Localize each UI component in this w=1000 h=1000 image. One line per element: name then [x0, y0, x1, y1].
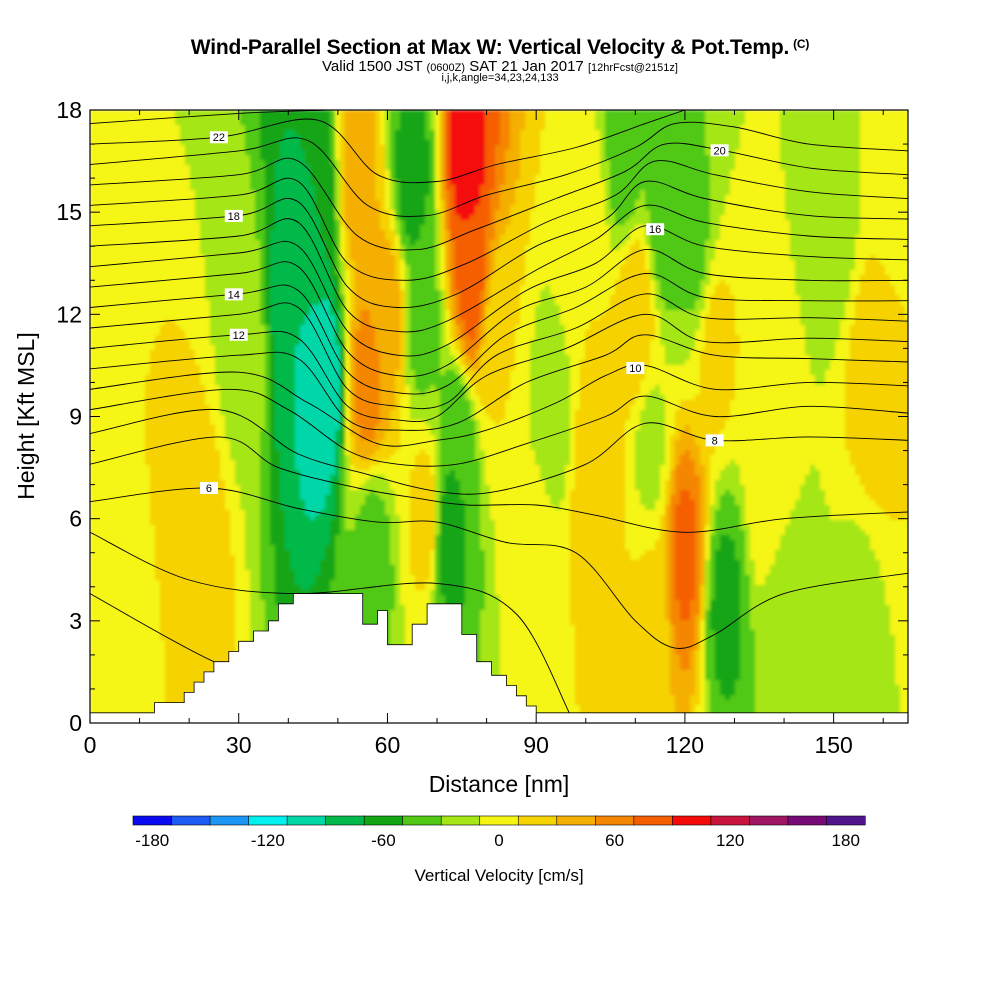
theta-label-10: 10: [626, 362, 644, 375]
colorbar-tick--60: -60: [371, 831, 396, 850]
theta-label-8: 8: [706, 434, 724, 447]
x-tick-label-150: 150: [814, 732, 852, 758]
colorbar-label: Vertical Velocity [cm/s]: [414, 866, 583, 885]
colorbar-tick-60: 60: [605, 831, 624, 850]
y-tick-label-6: 6: [69, 506, 82, 532]
colorbar-tick-180: 180: [832, 831, 860, 850]
theta-label-6: 6: [200, 482, 218, 495]
y-tick-label-3: 3: [69, 608, 82, 634]
x-tick-label-60: 60: [375, 732, 401, 758]
theta-label-18: 18: [225, 210, 243, 223]
theta-label-16: 16: [646, 223, 664, 236]
theta-label-12: 12: [230, 329, 248, 342]
colorbar: -180 -120 -60 0 60 120 180: [133, 816, 865, 850]
vertical-velocity-field: [90, 110, 911, 726]
colorbar-swatch: [172, 816, 211, 825]
colorbar-swatch: [557, 816, 596, 825]
colorbar-swatch: [634, 816, 673, 825]
x-tick-label-90: 90: [523, 732, 549, 758]
colorbar-tick-120: 120: [716, 831, 744, 850]
x-tick-label-30: 30: [226, 732, 252, 758]
colorbar-swatch: [749, 816, 788, 825]
colorbar-tick-0: 0: [494, 831, 503, 850]
theta-label-22: 22: [210, 131, 228, 144]
colorbar-swatch: [364, 816, 403, 825]
colorbar-swatch: [788, 816, 827, 825]
colorbar-swatch: [518, 816, 557, 825]
colorbar-swatch: [403, 816, 442, 825]
x-axis-label: Distance [nm]: [429, 771, 570, 797]
x-tick-label-120: 120: [666, 732, 704, 758]
y-tick-label-18: 18: [56, 97, 82, 123]
y-tick-label-12: 12: [56, 301, 82, 327]
colorbar-swatch: [133, 816, 172, 825]
colorbar-swatch: [249, 816, 288, 825]
colorbar-swatch: [826, 816, 865, 825]
y-tick-label-9: 9: [69, 404, 82, 430]
colorbar-swatch: [441, 816, 480, 825]
colorbar-swatch: [595, 816, 634, 825]
colorbar-tick--120: -120: [251, 831, 285, 850]
colorbar-swatch: [326, 816, 365, 825]
y-tick-label-0: 0: [69, 710, 82, 736]
colorbar-tick--180: -180: [135, 831, 169, 850]
theta-label-20: 20: [711, 144, 729, 157]
colorbar-swatch: [287, 816, 326, 825]
colorbar-swatch: [210, 816, 249, 825]
colorbar-swatch: [480, 816, 519, 825]
y-axis-label: Height [Kft MSL]: [13, 332, 39, 499]
colorbar-swatch: [672, 816, 711, 825]
y-tick-label-15: 15: [56, 199, 82, 225]
theta-label-14: 14: [225, 288, 243, 301]
x-tick-label-0: 0: [84, 732, 97, 758]
colorbar-swatch: [711, 816, 750, 825]
